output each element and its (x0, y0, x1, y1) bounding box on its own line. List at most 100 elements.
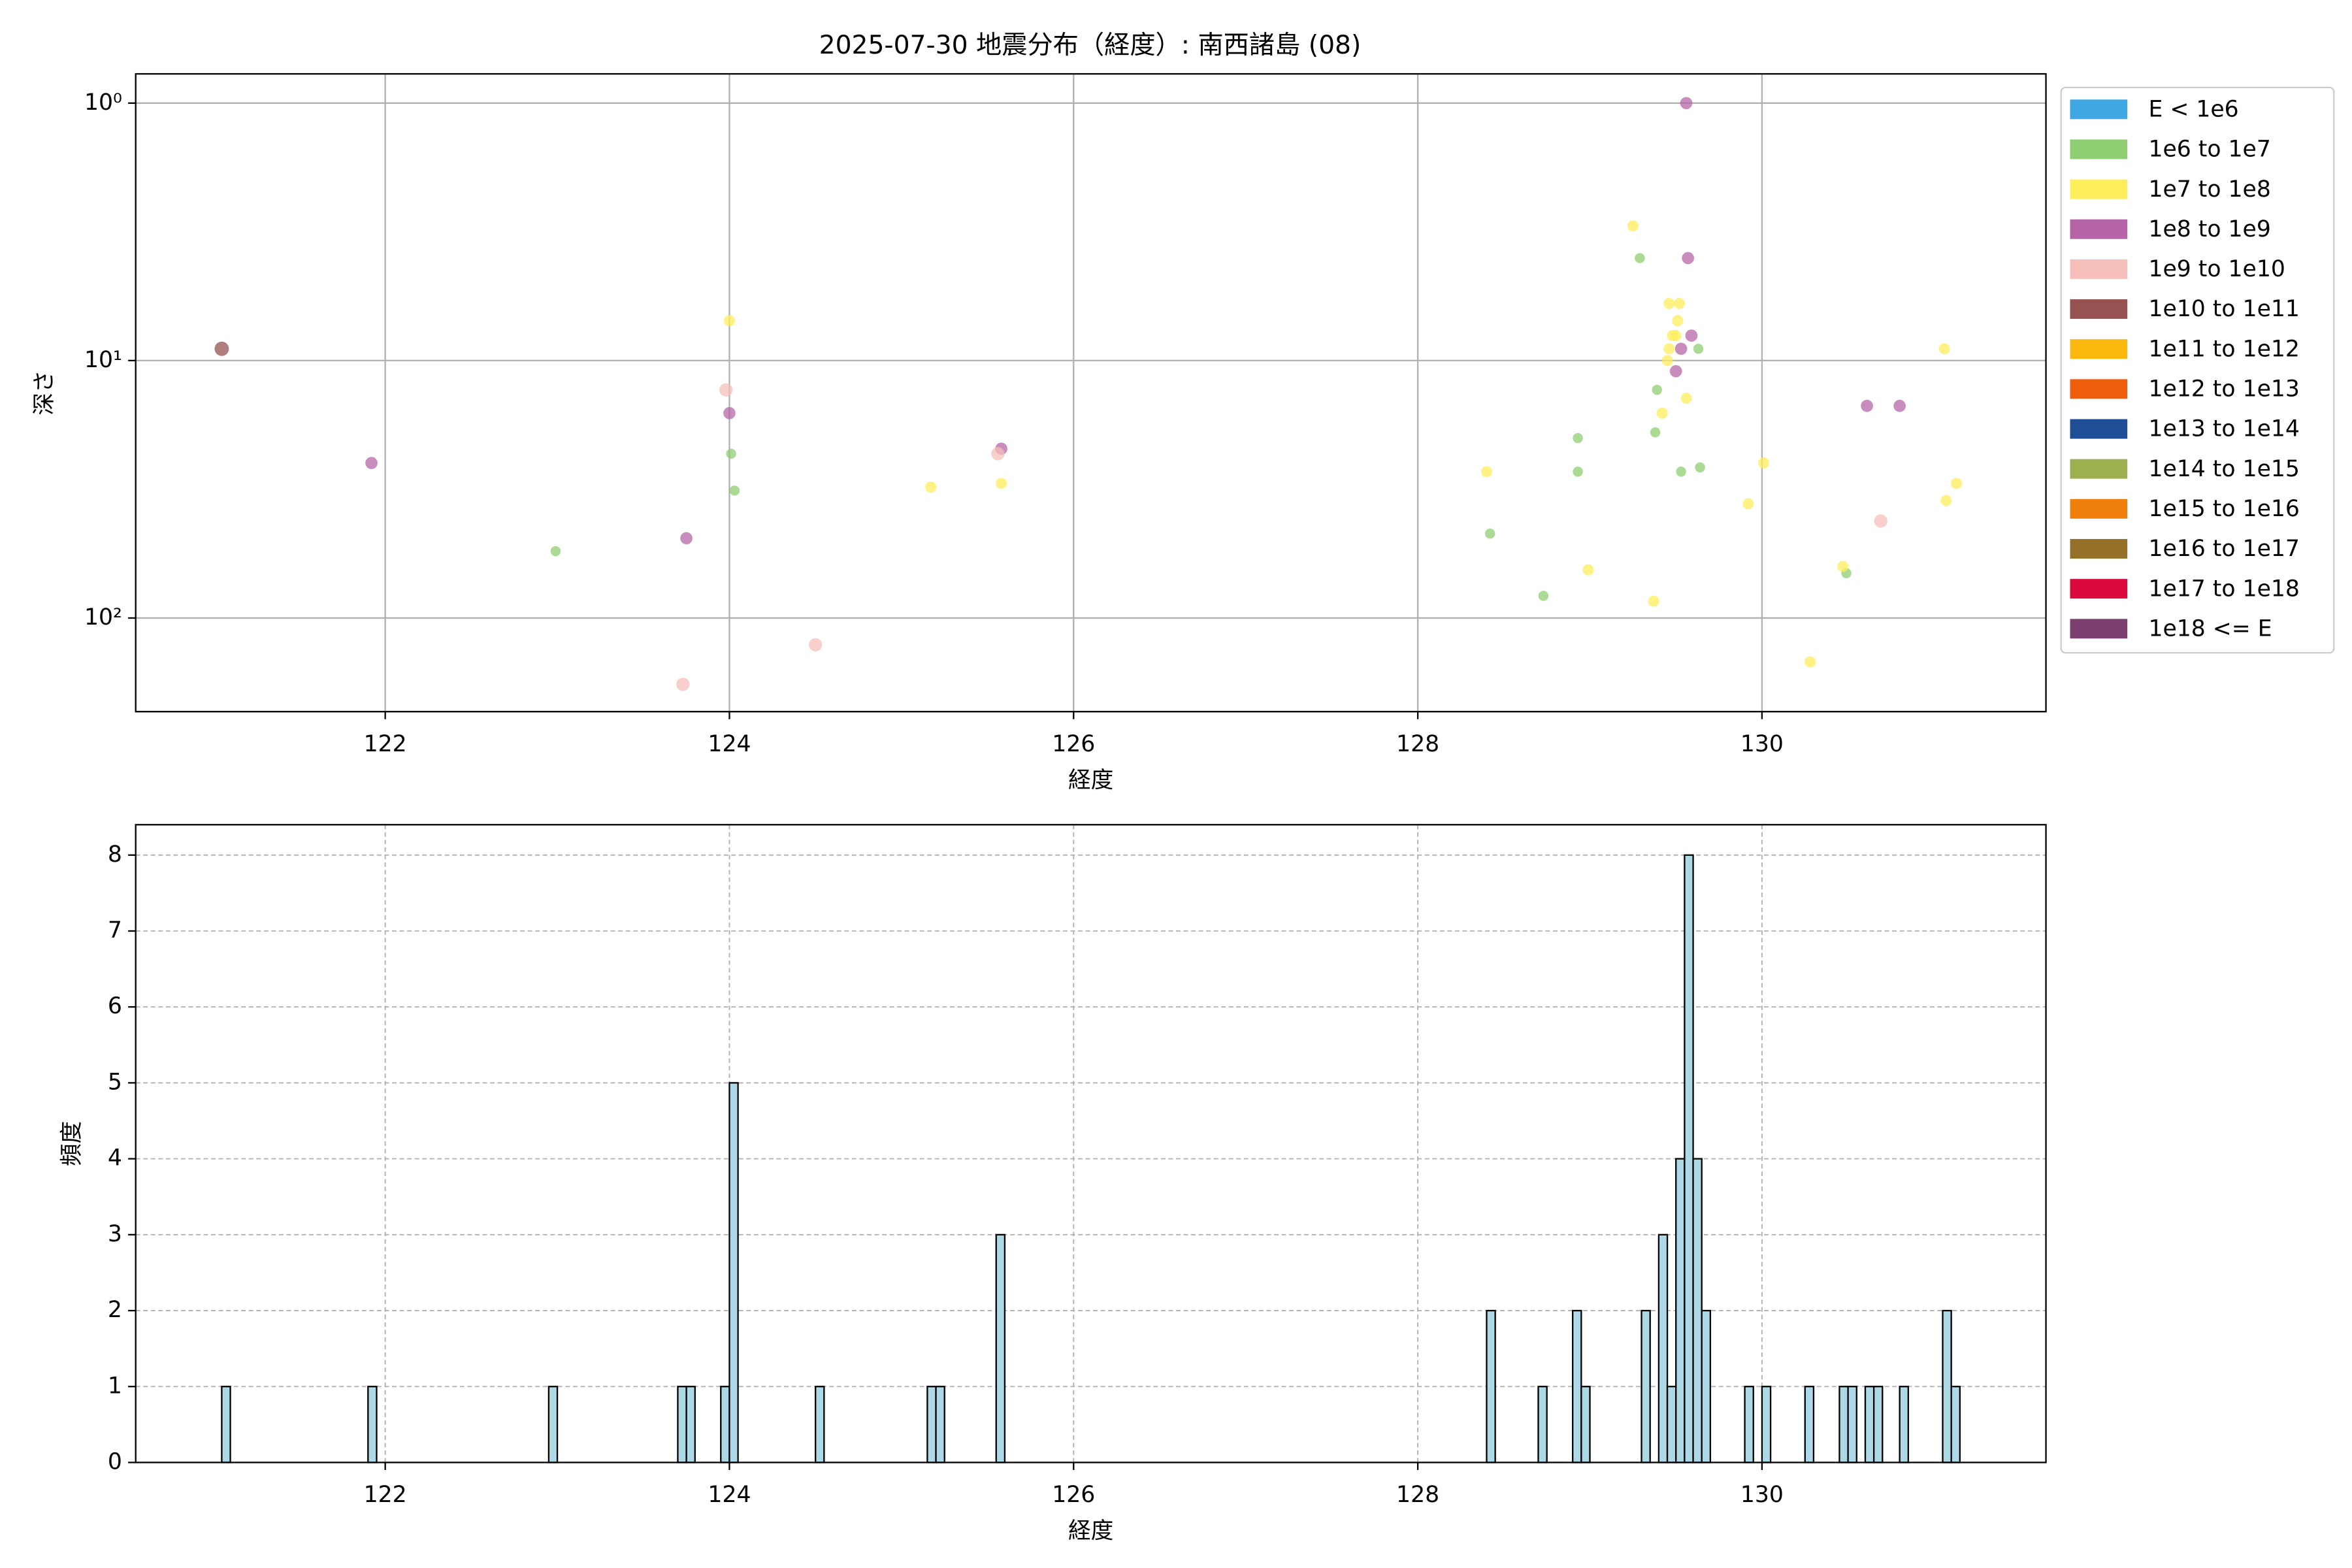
legend-swatch (2070, 498, 2128, 519)
scatter-point (1861, 399, 1873, 412)
histogram-bar (1684, 854, 1694, 1463)
scatter-point (1893, 399, 1906, 412)
scatter-point (676, 678, 690, 691)
legend-swatch (2070, 579, 2128, 599)
x-axis-label: 経度 (1068, 1518, 1113, 1544)
y-axis-label: 深さ (31, 370, 57, 416)
scatter-point (214, 341, 229, 356)
histogram-bar (1537, 1386, 1548, 1463)
histogram-bar (1804, 1386, 1815, 1463)
legend-swatch (2070, 459, 2128, 479)
scatter-point (1480, 466, 1492, 478)
histogram-bar (1744, 1386, 1754, 1463)
scatter-point (1573, 433, 1583, 444)
x-tick-label: 124 (708, 1482, 751, 1508)
x-tick-label: 128 (1396, 731, 1439, 757)
scatter-point (1680, 97, 1693, 110)
scatter-point (550, 546, 561, 557)
y-tick-label: 2 (108, 1297, 122, 1323)
legend-label: 1e17 to 1e18 (2148, 576, 2299, 602)
x-tick-label: 124 (708, 731, 751, 757)
histogram-bar (1847, 1386, 1857, 1463)
scatter-point (680, 532, 693, 545)
scatter-point (1676, 466, 1686, 477)
scatter-point (1674, 342, 1688, 355)
y-tick-label: 10¹ (84, 347, 122, 373)
legend-label: 1e6 to 1e7 (2148, 137, 2270, 163)
scatter-point (1680, 392, 1692, 404)
y-tick-label: 1 (108, 1373, 122, 1399)
scatter-point (726, 448, 736, 459)
x-tick-label: 126 (1052, 1482, 1095, 1508)
scatter-point (1635, 253, 1645, 263)
legend-box (2060, 86, 2335, 654)
legend-swatch (2070, 139, 2128, 159)
legend-swatch (2070, 539, 2128, 559)
histogram-bar (728, 1082, 739, 1463)
histogram-bar (995, 1233, 1006, 1463)
scatter-point (365, 457, 378, 470)
scatter-point (1648, 595, 1659, 607)
scatter-point (723, 315, 735, 327)
histogram-bar (1641, 1309, 1651, 1463)
scatter-point (1938, 343, 1950, 355)
y-axis-label: 頻度 (59, 1121, 85, 1166)
scatter-point (1627, 220, 1639, 232)
legend-swatch (2070, 379, 2128, 399)
histogram-bar (1950, 1386, 1961, 1463)
legend-label: 1e15 to 1e16 (2148, 496, 2299, 522)
scatter-point (991, 447, 1005, 461)
scatter-point (723, 406, 736, 419)
scatter-point (1484, 528, 1495, 539)
scatter-point (719, 383, 733, 397)
scatter-point (1573, 466, 1583, 477)
scatter-point (729, 485, 740, 496)
histogram-bar (1572, 1309, 1582, 1463)
scatter-point (1742, 498, 1754, 510)
scatter-point (809, 638, 823, 652)
scatter-point (1685, 329, 1698, 342)
scatter-point (1669, 365, 1682, 378)
legend-swatch (2070, 179, 2128, 199)
legend-swatch (2070, 339, 2128, 359)
scatter-point (996, 478, 1007, 489)
x-tick-label: 130 (1740, 1482, 1784, 1508)
histogram-bar (1864, 1386, 1875, 1463)
scatter-point (1805, 656, 1816, 668)
histogram-bar (1899, 1386, 1909, 1463)
legend-swatch (2070, 99, 2128, 120)
histogram-bar (1580, 1386, 1591, 1463)
legend-swatch (2070, 219, 2128, 239)
scatter-point (1693, 344, 1704, 354)
y-tick-label: 4 (108, 1145, 122, 1171)
scatter-point (1670, 330, 1682, 342)
x-tick-label: 122 (364, 731, 407, 757)
y-tick-label: 7 (108, 917, 122, 943)
scatter-point (1874, 514, 1887, 528)
legend-label: 1e8 to 1e9 (2148, 216, 2270, 242)
histogram-bar (1942, 1309, 1952, 1463)
histogram-bar (1486, 1309, 1496, 1463)
histogram-bar (935, 1386, 945, 1463)
legend-label: E < 1e6 (2148, 96, 2238, 122)
y-tick-label: 0 (108, 1448, 122, 1475)
x-tick-label: 126 (1052, 731, 1095, 757)
legend-label: 1e10 to 1e11 (2148, 296, 2299, 322)
histogram-bar (1872, 1386, 1884, 1463)
scatter-point (1673, 297, 1686, 309)
legend-label: 1e13 to 1e14 (2148, 416, 2299, 442)
scatter-point (1695, 462, 1705, 473)
legend-swatch (2070, 419, 2128, 439)
chart-title: 2025-07-30 地震分布（経度）: 南西諸島 (08) (819, 31, 1362, 60)
histogram-bar (547, 1386, 559, 1463)
histogram-bar (1761, 1386, 1772, 1463)
scatter-point (1837, 561, 1849, 572)
scatter-point (1582, 564, 1594, 576)
scatter-point (1650, 427, 1661, 438)
legend-label: 1e14 to 1e15 (2148, 456, 2299, 482)
legend-swatch (2070, 259, 2128, 279)
legend-label: 1e16 to 1e17 (2148, 536, 2299, 562)
plot-frame (135, 824, 2047, 1463)
